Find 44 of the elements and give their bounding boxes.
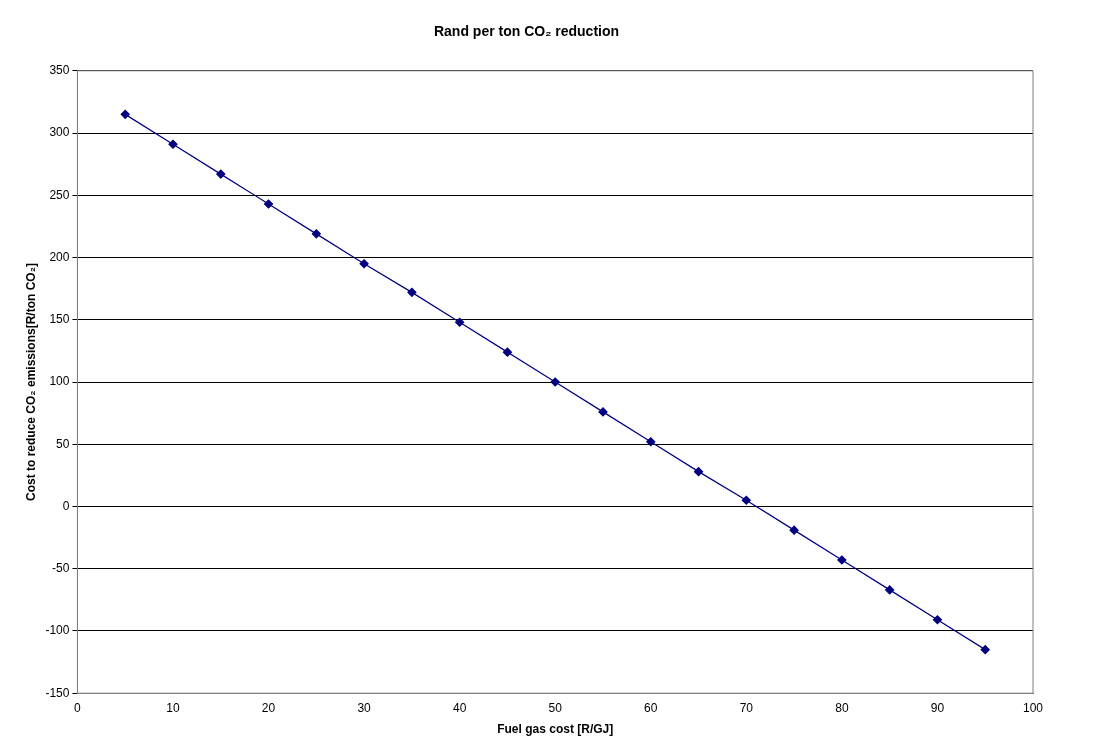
y-tick-label: 50 (56, 436, 70, 451)
point (455, 317, 465, 327)
y-tick-label: 200 (49, 249, 70, 264)
y-tick-label: 300 (49, 125, 70, 140)
point (932, 615, 943, 625)
point (646, 437, 656, 447)
y-tick-label: 350 (49, 63, 70, 78)
point (359, 259, 369, 269)
y-tick-label: -100 (45, 623, 70, 638)
point (837, 555, 847, 565)
x-axis-title: Fuel gas cost [R/GJ] (497, 722, 614, 737)
point (885, 585, 895, 595)
y-tick-label: -50 (52, 561, 70, 576)
point (120, 109, 130, 119)
x-tick-label: 100 (1022, 700, 1044, 715)
x-tick-label: 50 (548, 700, 563, 715)
point (789, 525, 799, 535)
x-tick-label: 0 (74, 700, 82, 715)
y-tick-label: -150 (45, 685, 70, 700)
y-tick-label: 100 (49, 374, 70, 389)
y-tick-label: 250 (49, 187, 70, 202)
point (502, 347, 513, 357)
chart-title: Rand per ton CO₂ reduction (433, 23, 620, 40)
point (311, 229, 321, 239)
x-tick-label: 60 (644, 700, 658, 715)
x-tick-label: 20 (261, 700, 276, 715)
y-tick-label: 150 (49, 312, 70, 327)
y-axis-title: Cost to reduce CO₂ emissions[R/ton CO₂] (23, 262, 38, 502)
point (550, 377, 560, 387)
point (168, 139, 178, 149)
x-tick-label: 80 (835, 700, 849, 715)
x-tick-label: 10 (166, 700, 180, 715)
point (216, 169, 226, 179)
point (263, 199, 274, 209)
x-tick-label: 70 (739, 700, 754, 715)
point (407, 287, 417, 297)
y-tick-label: 0 (62, 498, 70, 513)
point (598, 407, 608, 417)
x-tick-label: 30 (357, 700, 372, 715)
x-tick-label: 40 (452, 700, 467, 715)
point (741, 495, 751, 505)
point (980, 645, 990, 655)
x-tick-label: 90 (930, 700, 945, 715)
point (693, 467, 704, 477)
